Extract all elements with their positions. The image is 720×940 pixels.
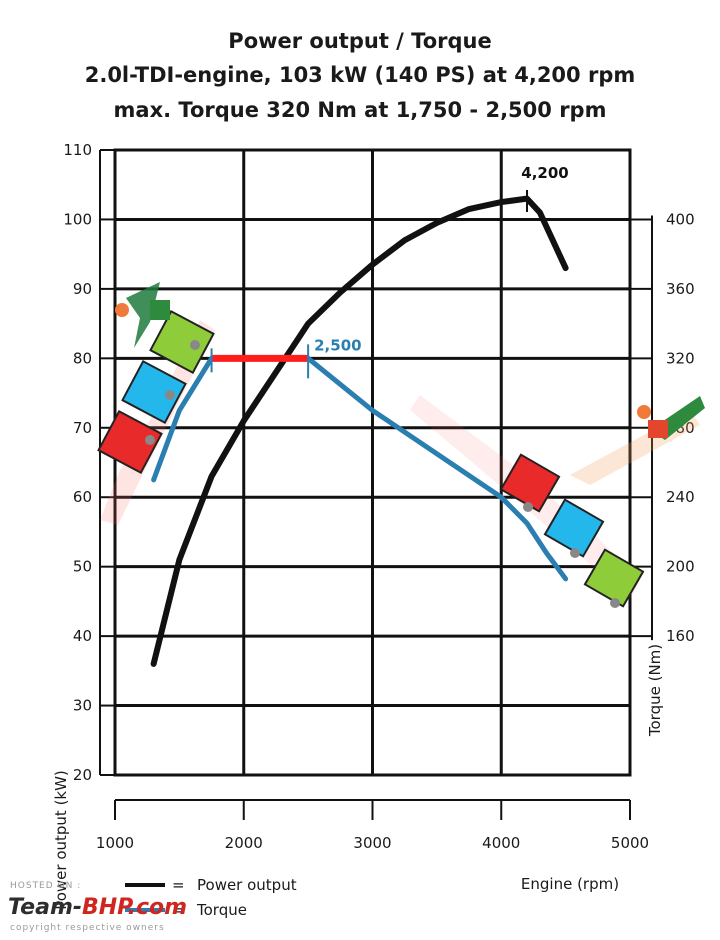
series-layer bbox=[150, 195, 569, 667]
watermark-hosted: HOSTED ON : bbox=[10, 881, 81, 891]
chart-subtitle-1: 2.0l-TDI-engine, 103 kW (140 PS) at 4,20… bbox=[85, 63, 636, 87]
left-tick-label-70: 70 bbox=[73, 419, 92, 437]
annotation-label-2500: 2,500 bbox=[314, 336, 361, 354]
left-tick-label-80: 80 bbox=[73, 349, 92, 367]
left-tick-label-30: 30 bbox=[73, 697, 92, 715]
y2-axis-label: Torque (Nm) bbox=[646, 644, 664, 737]
watermark-copyright: copyright respective owners bbox=[10, 923, 165, 933]
legend: = Power output = Torque bbox=[125, 876, 297, 919]
x-axis-label: Engine (rpm) bbox=[521, 875, 619, 893]
watermark-brand-part1: Team- bbox=[8, 895, 82, 920]
bottom-tick-label-4000: 4000 bbox=[482, 834, 520, 852]
watermark-brand-part2: BHP.com bbox=[82, 895, 187, 920]
chart-title: Power output / Torque bbox=[228, 29, 491, 53]
left-tick-label-20: 20 bbox=[73, 766, 92, 784]
legend-label-torque: Torque bbox=[196, 901, 247, 919]
annotations-layer: 4,200 2,500 bbox=[210, 164, 569, 379]
right-tick-label-320: 320 bbox=[666, 349, 695, 367]
left-tick-label-100: 100 bbox=[63, 210, 92, 228]
left-tick-label-110: 110 bbox=[63, 141, 92, 159]
rider-figure-right bbox=[637, 396, 705, 440]
bottom-axis: 1000 2000 3000 4000 5000 bbox=[96, 799, 649, 852]
legend-equals-power: = bbox=[172, 876, 185, 894]
right-tick-label-360: 360 bbox=[666, 280, 695, 298]
series-line-power-output bbox=[150, 195, 569, 667]
left-axis: 20 30 40 50 60 70 80 90 100 110 bbox=[63, 141, 115, 784]
left-tick-label-40: 40 bbox=[73, 627, 92, 645]
bottom-tick-label-5000: 5000 bbox=[611, 834, 649, 852]
right-tick-label-160: 160 bbox=[666, 627, 695, 645]
legend-equals-torque: = bbox=[172, 901, 185, 919]
rider-figure-left bbox=[115, 282, 170, 348]
coaster-illustration-left bbox=[97, 282, 215, 525]
coaster-illustration-right bbox=[410, 395, 705, 608]
left-tick-label-50: 50 bbox=[73, 558, 92, 576]
chart-subtitle-2: max. Torque 320 Nm at 1,750 - 2,500 rpm bbox=[114, 98, 607, 122]
annotation-label-4200: 4,200 bbox=[521, 164, 568, 182]
left-tick-label-90: 90 bbox=[73, 280, 92, 298]
watermark: HOSTED ON : Team-BHP.com copyright respe… bbox=[8, 881, 187, 933]
right-tick-label-400: 400 bbox=[666, 210, 695, 228]
legend-label-power: Power output bbox=[197, 876, 297, 894]
bottom-tick-label-3000: 3000 bbox=[353, 834, 391, 852]
watermark-brand: Team-BHP.com bbox=[8, 895, 187, 920]
bottom-tick-label-1000: 1000 bbox=[96, 834, 134, 852]
left-tick-label-60: 60 bbox=[73, 488, 92, 506]
series-line-torque bbox=[151, 355, 569, 582]
right-tick-label-200: 200 bbox=[666, 558, 695, 576]
y-axis-label: Power output (kW) bbox=[52, 770, 70, 910]
right-tick-label-240: 240 bbox=[666, 488, 695, 506]
bottom-tick-label-2000: 2000 bbox=[225, 834, 263, 852]
